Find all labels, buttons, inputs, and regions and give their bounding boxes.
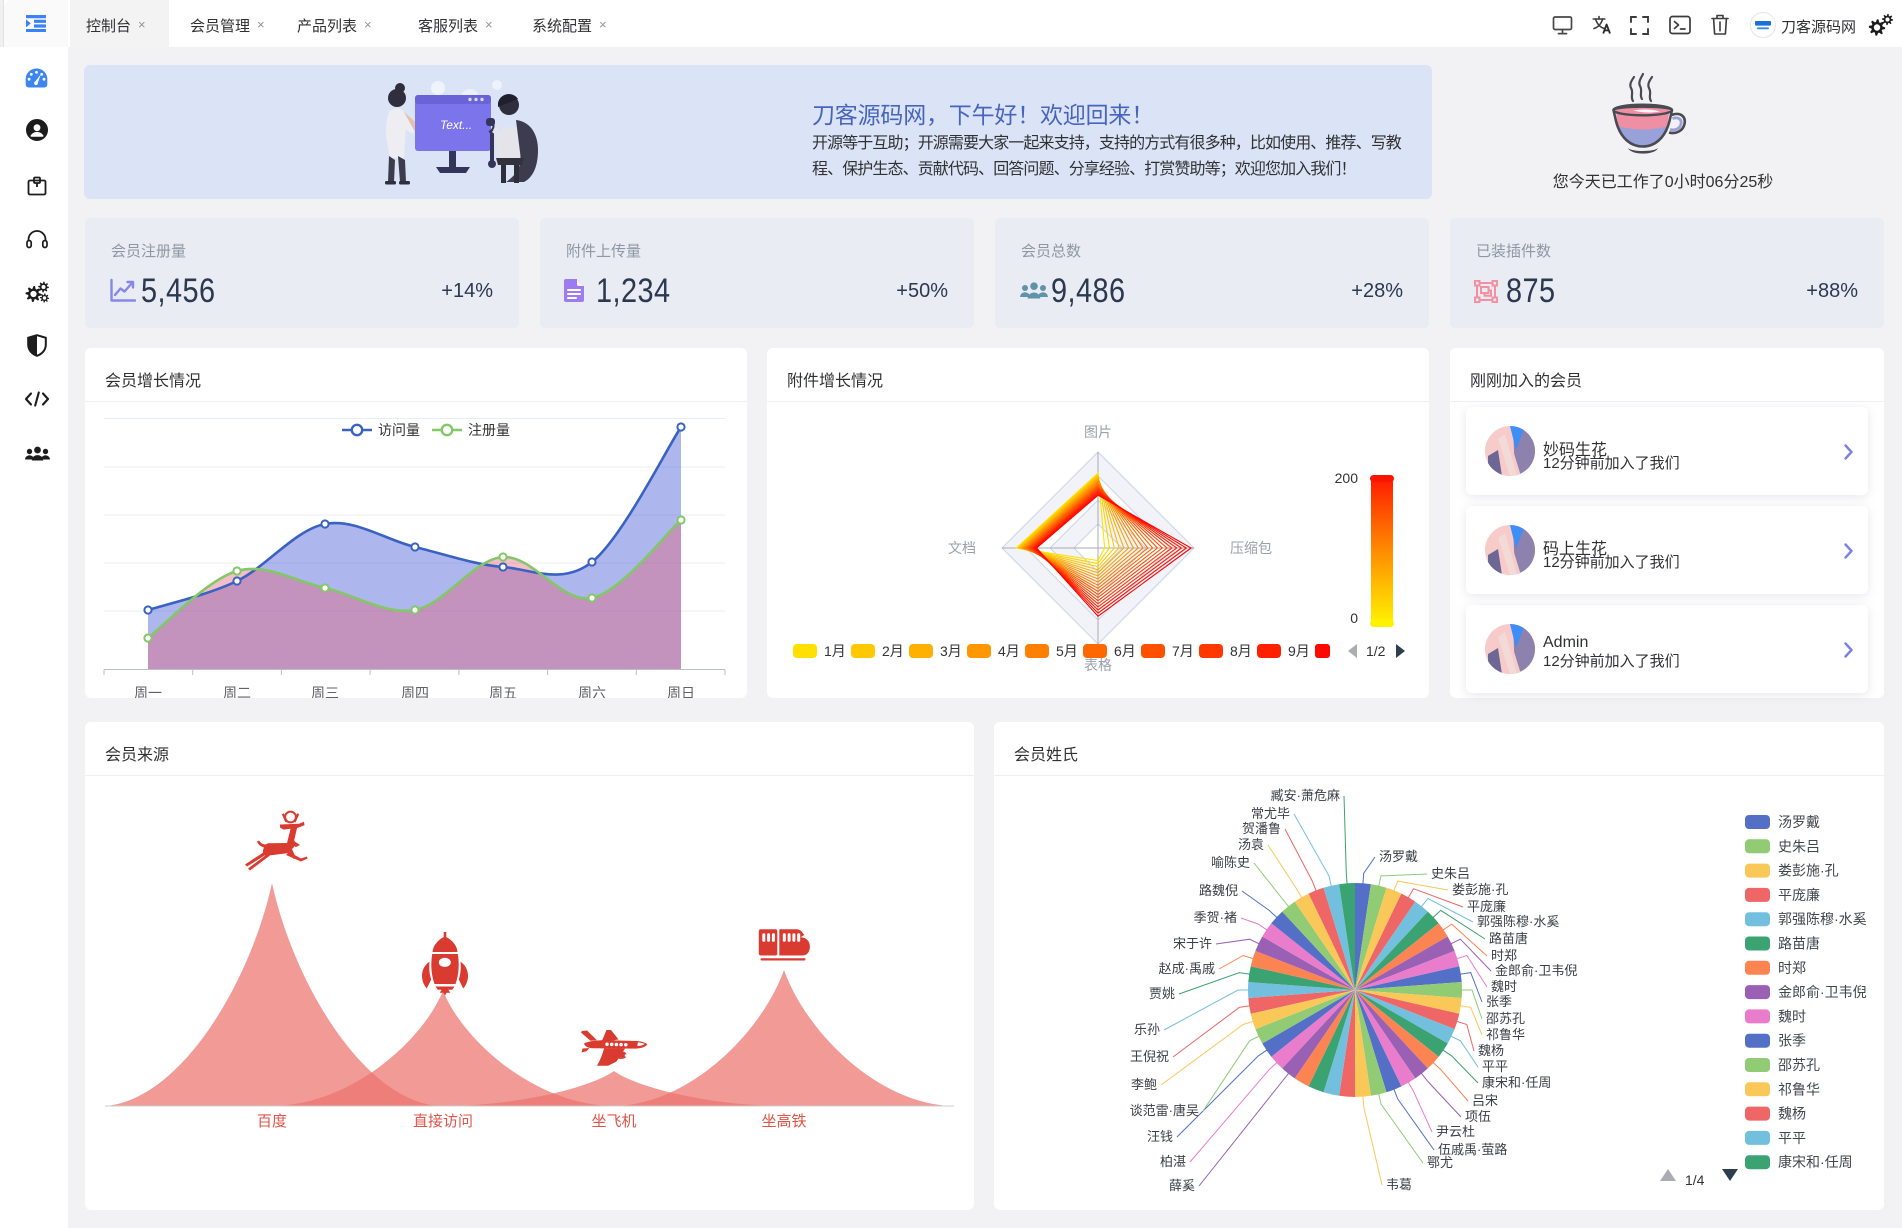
svg-text:李鲍: 李鲍 [1131,1077,1157,1092]
svg-text:史朱吕: 史朱吕 [1778,838,1820,854]
svg-text:文档: 文档 [948,540,976,556]
svg-text:时郑: 时郑 [1491,948,1517,963]
svg-text:尹云杜: 尹云杜 [1436,1124,1475,1139]
svg-text:平平: 平平 [1482,1059,1508,1074]
svg-text:周三: 周三 [311,685,339,698]
svg-text:娄彭施·孔: 娄彭施·孔 [1452,882,1508,897]
svg-text:乐孙: 乐孙 [1134,1022,1160,1037]
svg-text:汤罗戴: 汤罗戴 [1778,814,1820,830]
svg-text:周日: 周日 [667,685,695,698]
svg-text:张季: 张季 [1486,994,1512,1009]
svg-text:臧安·萧危麻: 臧安·萧危麻 [1271,788,1340,803]
svg-text:康宋和·任周: 康宋和·任周 [1778,1154,1853,1170]
svg-text:8月: 8月 [1230,643,1252,659]
svg-text:图片: 图片 [1084,424,1112,440]
svg-text:6月: 6月 [1114,643,1136,659]
svg-text:郭强陈穆·水奚: 郭强陈穆·水奚 [1477,914,1559,929]
svg-text:薛奚: 薛奚 [1169,1178,1195,1193]
svg-text:郭强陈穆·水奚: 郭强陈穆·水奚 [1778,911,1867,927]
svg-text:压缩包: 压缩包 [1230,540,1272,556]
svg-text:周二: 周二 [223,685,251,698]
svg-text:王倪祝: 王倪祝 [1130,1049,1169,1064]
svg-text:平平: 平平 [1778,1130,1806,1146]
svg-text:3月: 3月 [940,643,962,659]
svg-text:康宋和·任周: 康宋和·任周 [1482,1075,1551,1090]
svg-text:常尤毕: 常尤毕 [1251,806,1290,821]
svg-text:周一: 周一 [134,685,162,698]
svg-text:娄彭施·孔: 娄彭施·孔 [1778,863,1839,879]
svg-text:平庞廉: 平庞廉 [1778,887,1820,903]
svg-text:0: 0 [1350,610,1358,626]
svg-text:坐高铁: 坐高铁 [761,1113,806,1130]
svg-text:贺潘鲁: 贺潘鲁 [1242,821,1281,836]
svg-text:4月: 4月 [998,643,1020,659]
svg-text:路苗唐: 路苗唐 [1778,936,1820,952]
svg-text:周四: 周四 [401,685,429,698]
svg-text:周五: 周五 [489,685,517,698]
svg-text:平庞廉: 平庞廉 [1467,899,1506,914]
svg-text:汤罗戴: 汤罗戴 [1379,849,1418,864]
svg-text:1/2: 1/2 [1366,643,1386,659]
svg-text:金郎俞·卫韦倪: 金郎俞·卫韦倪 [1495,963,1577,978]
svg-text:季贺·褚: 季贺·褚 [1194,910,1237,925]
svg-text:汤袁: 汤袁 [1238,837,1264,852]
svg-text:路魏倪: 路魏倪 [1199,883,1238,898]
svg-text:魏杨: 魏杨 [1778,1106,1806,1122]
svg-text:直接访问: 直接访问 [413,1113,473,1130]
svg-text:9月: 9月 [1288,643,1310,659]
svg-text:时郑: 时郑 [1778,960,1806,976]
svg-text:7月: 7月 [1172,643,1194,659]
svg-text:周六: 周六 [578,685,606,698]
svg-text:史朱吕: 史朱吕 [1431,866,1470,881]
svg-text:1/4: 1/4 [1685,1172,1705,1188]
svg-text:Text...: Text... [440,118,472,132]
svg-text:吕宋: 吕宋 [1472,1093,1498,1108]
svg-text:赵成·禹戚: 赵成·禹戚 [1159,961,1215,976]
svg-text:坐飞机: 坐飞机 [591,1113,636,1130]
svg-text:项伍: 项伍 [1465,1109,1491,1124]
svg-text:汪钱: 汪钱 [1147,1129,1173,1144]
svg-text:1月: 1月 [824,643,846,659]
svg-text:200: 200 [1335,470,1359,486]
svg-text:柏湛: 柏湛 [1160,1154,1186,1169]
svg-text:谈范雷·唐吴: 谈范雷·唐吴 [1130,1103,1199,1118]
svg-text:祁鲁华: 祁鲁华 [1778,1081,1820,1097]
svg-text:魏时: 魏时 [1491,979,1517,994]
svg-text:邵苏孔: 邵苏孔 [1486,1011,1525,1026]
svg-text:路苗唐: 路苗唐 [1489,931,1528,946]
svg-text:2月: 2月 [882,643,904,659]
svg-text:百度: 百度 [257,1113,287,1130]
svg-text:韦葛: 韦葛 [1386,1177,1412,1192]
svg-text:金郎俞·卫韦倪: 金郎俞·卫韦倪 [1778,984,1867,1000]
svg-text:张季: 张季 [1778,1033,1806,1049]
svg-text:宋于许: 宋于许 [1173,936,1212,951]
svg-text:访问量: 访问量 [378,422,420,438]
svg-text:邵苏孔: 邵苏孔 [1778,1057,1820,1073]
svg-text:伍戚禹·萤路: 伍戚禹·萤路 [1438,1142,1507,1157]
svg-text:鄂尤: 鄂尤 [1427,1155,1453,1170]
svg-text:5月: 5月 [1056,643,1078,659]
svg-text:表格: 表格 [1084,657,1112,673]
svg-text:贾姚: 贾姚 [1149,986,1175,1001]
svg-text:祁鲁华: 祁鲁华 [1486,1027,1525,1042]
svg-text:注册量: 注册量 [468,422,510,438]
svg-text:喻陈史: 喻陈史 [1211,855,1250,870]
svg-text:魏时: 魏时 [1778,1008,1806,1024]
svg-text:魏杨: 魏杨 [1478,1043,1504,1058]
